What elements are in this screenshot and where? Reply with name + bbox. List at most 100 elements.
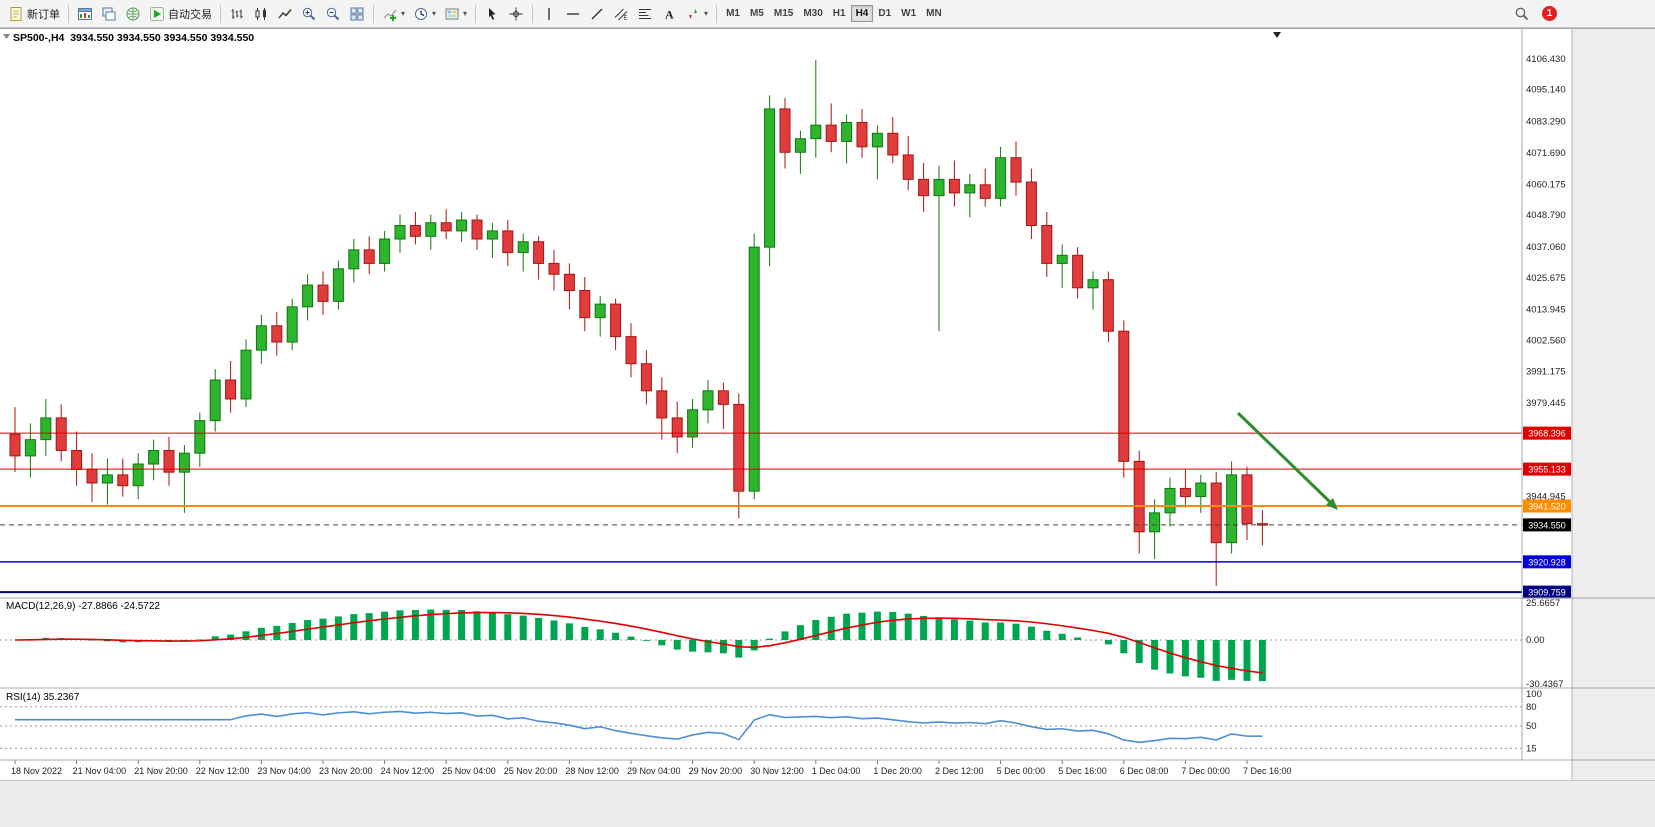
timeframe-M30[interactable]: M30 (803, 8, 823, 19)
cursor-icon (489, 7, 496, 20)
text-icon: A (665, 7, 674, 21)
right-gray-panel (1572, 28, 1655, 780)
zoom-in-button[interactable] (297, 3, 321, 25)
fibonacci-icon (639, 8, 652, 19)
timeframe-H1[interactable]: H1 (832, 8, 846, 19)
channel-icon: E (614, 8, 628, 21)
toolbar-separator (532, 4, 534, 23)
svg-text:4060.175: 4060.175 (1526, 179, 1566, 190)
line-chart-button[interactable] (273, 3, 297, 25)
svg-text:4106.430: 4106.430 (1526, 54, 1566, 65)
timeframe-W1[interactable]: W1 (901, 8, 917, 19)
toolbar: 新订单 (0, 0, 1655, 28)
vertical-line-icon (548, 7, 550, 20)
chart-window-icon (78, 7, 92, 20)
cursor-button[interactable] (480, 3, 504, 25)
clock-icon (415, 7, 428, 20)
svg-text:0.00: 0.00 (1526, 635, 1545, 646)
svg-text:25.6657: 25.6657 (1526, 598, 1560, 609)
horizontal-line-button[interactable] (561, 3, 585, 25)
tile-windows-icon (350, 7, 364, 20)
svg-text:21 Nov 04:00: 21 Nov 04:00 (73, 766, 127, 776)
svg-text:24 Nov 12:00: 24 Nov 12:00 (381, 766, 435, 776)
svg-text:7 Dec 16:00: 7 Dec 16:00 (1243, 766, 1292, 776)
dropdown-caret-icon: ▾ (432, 8, 437, 18)
svg-text:3991.175: 3991.175 (1526, 366, 1566, 377)
price-badge-3968.396: 3968.396 (1523, 426, 1571, 440)
svg-text:3944.945: 3944.945 (1526, 492, 1566, 503)
toolbar-separator (716, 4, 718, 23)
svg-text:4013.945: 4013.945 (1526, 305, 1566, 316)
svg-text:22 Nov 12:00: 22 Nov 12:00 (196, 766, 250, 776)
macd-signal-line (14, 611, 1263, 674)
text-button[interactable]: A (657, 3, 681, 25)
profiles-button[interactable] (97, 3, 121, 25)
new-order-button[interactable]: 新订单 (4, 3, 64, 25)
svg-text:5 Dec 16:00: 5 Dec 16:00 (1058, 766, 1107, 776)
rsi-line (15, 710, 1263, 744)
svg-text:18 Nov 2022: 18 Nov 2022 (11, 766, 62, 776)
bar-chart-button[interactable] (225, 3, 249, 25)
timeframe-M1[interactable]: M1 (726, 8, 740, 19)
charts-window-button[interactable] (73, 3, 97, 25)
svg-text:4037.060: 4037.060 (1526, 242, 1566, 253)
indicators-button[interactable]: ▾ (378, 3, 409, 25)
timeframe-M15[interactable]: M15 (773, 8, 794, 19)
search-icon (1515, 7, 1529, 20)
svg-text:3941.520: 3941.520 (1528, 501, 1566, 511)
globe-icon (126, 7, 140, 20)
svg-text:1 Dec 04:00: 1 Dec 04:00 (812, 766, 861, 776)
candlestick-icon (255, 7, 266, 20)
vertical-line-button[interactable] (537, 3, 561, 25)
templates-button[interactable]: ▾ (440, 3, 471, 25)
indicators-icon (383, 9, 397, 21)
auto-trading-label: 自动交易 (168, 8, 212, 21)
price-badge-3955.133: 3955.133 (1523, 462, 1571, 476)
arrows-button[interactable]: ▾ (681, 3, 712, 25)
svg-text:1 Dec 20:00: 1 Dec 20:00 (873, 766, 922, 776)
svg-text:3920.928: 3920.928 (1528, 557, 1566, 567)
toolbar-separator (68, 4, 69, 23)
dropdown-caret-icon: ▾ (463, 8, 468, 18)
time-axis: 18 Nov 2022 21 Nov 04:00 21 Nov 20:00 22 No… (11, 760, 1292, 776)
toolbar-separator (220, 4, 221, 23)
svg-text:2 Dec 12:00: 2 Dec 12:00 (935, 766, 984, 776)
svg-text:7 Dec 00:00: 7 Dec 00:00 (1181, 766, 1230, 776)
trendline-button[interactable] (585, 3, 609, 25)
timeframe-M5[interactable]: M5 (749, 8, 764, 19)
templates-icon (445, 8, 459, 19)
auto-trading-button[interactable]: 自动交易 (145, 3, 216, 25)
timeframe-MN[interactable]: MN (926, 8, 942, 19)
channel-button[interactable]: E (609, 3, 633, 25)
zoom-out-button[interactable] (321, 3, 345, 25)
auto-trading-play-icon (150, 6, 164, 21)
fibonacci-button[interactable] (633, 3, 657, 25)
svg-text:21 Nov 20:00: 21 Nov 20:00 (134, 766, 188, 776)
svg-text:3909.759: 3909.759 (1528, 588, 1566, 598)
timeframe-D1[interactable]: D1 (878, 8, 892, 19)
svg-text:4083.290: 4083.290 (1526, 117, 1566, 128)
timeframe-H4[interactable]: H4 (850, 5, 874, 22)
new-order-icon (10, 6, 22, 21)
notification-badge[interactable]: 1 (1542, 6, 1557, 21)
svg-text:29 Nov 20:00: 29 Nov 20:00 (689, 766, 743, 776)
trend-arrow-annotation[interactable] (1236, 411, 1338, 510)
svg-text:50: 50 (1526, 721, 1537, 732)
search-button[interactable] (1510, 3, 1534, 25)
price-chart: 4106.430 4095.140 4083.290 4071.690 4060.175… (0, 28, 1655, 780)
crosshair-button[interactable] (504, 3, 528, 25)
periods-button[interactable]: ▾ (409, 3, 440, 25)
svg-text:4002.560: 4002.560 (1526, 336, 1566, 347)
svg-text:25 Nov 04:00: 25 Nov 04:00 (442, 766, 496, 776)
svg-text:25 Nov 20:00: 25 Nov 20:00 (504, 766, 558, 776)
dropdown-caret-icon: ▾ (704, 8, 709, 18)
svg-text:23 Nov 20:00: 23 Nov 20:00 (319, 766, 373, 776)
svg-text:4095.140: 4095.140 (1526, 85, 1566, 96)
chart-corner-caret-icon[interactable] (3, 34, 10, 39)
candlestick-chart-button[interactable] (249, 3, 273, 25)
chart-shift-marker-icon[interactable] (1273, 32, 1281, 38)
svg-text:6 Dec 08:00: 6 Dec 08:00 (1120, 766, 1169, 776)
tile-windows-button[interactable] (345, 3, 369, 25)
mql-community-button[interactable] (121, 3, 145, 25)
